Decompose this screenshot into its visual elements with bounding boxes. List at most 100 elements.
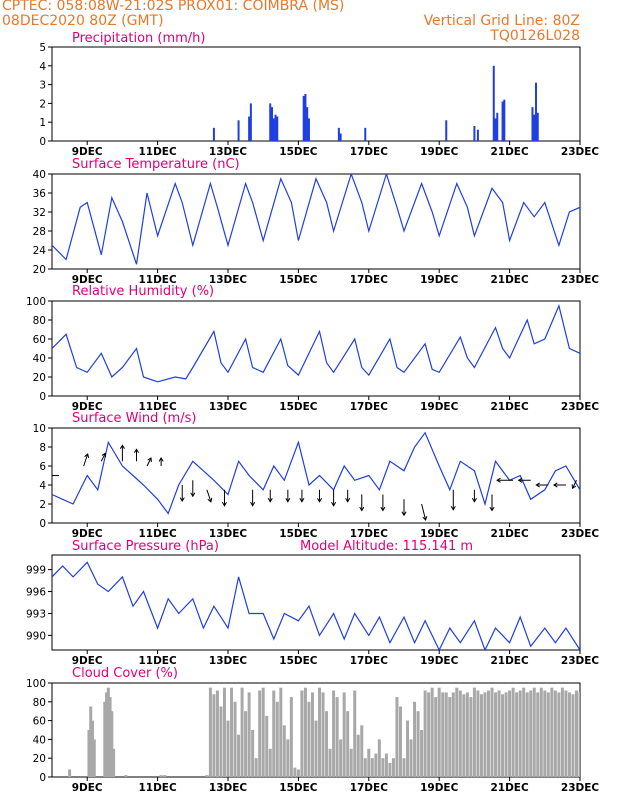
cloud-bar [441, 692, 445, 777]
wind-arrow-head [471, 498, 477, 503]
cloud-bar [518, 690, 522, 777]
temperature-y-tick-label: 24 [33, 245, 47, 257]
wind-arrow-head [571, 484, 577, 490]
cloud-bar [254, 758, 258, 777]
precipitation-bar [212, 127, 215, 141]
precipitation-bar [249, 103, 252, 141]
pressure-y-tick-label: 993 [26, 608, 46, 620]
cloud-bar [367, 748, 371, 777]
humidity-x-tick-label: 15DEC [279, 401, 318, 413]
cloud-bar [105, 692, 109, 777]
pressure-panel: 9DEC 11DEC 13DEC 15DEC 17DEC 19DEC 21DEC 23DEC 9… [26, 539, 599, 667]
cloud-bar [275, 701, 279, 777]
pressure-line [52, 561, 580, 650]
cloud-bar [293, 767, 297, 777]
cloud-x-tick-label: 21DEC [490, 782, 529, 794]
cloud-x-tick-label: 15DEC [279, 782, 318, 794]
cloud-x-tick-label: 11DEC [138, 782, 177, 794]
cloud-bar [398, 706, 402, 777]
cloud-bar [406, 720, 410, 777]
cloud-bar [272, 690, 276, 777]
precipitation-x-tick-label: 23DEC [561, 146, 600, 158]
wind-arrow-head [285, 498, 291, 503]
cloud-bar [479, 694, 483, 777]
cloud-bar [289, 697, 293, 777]
precipitation-y-tick-label: 0 [39, 136, 46, 148]
precipitation-bar [276, 116, 279, 141]
cloud-bar [339, 739, 343, 777]
pressure-x-tick-label: 21DEC [490, 655, 529, 667]
cloud-bar [423, 690, 427, 777]
temperature-x-tick-label: 11DEC [138, 274, 177, 286]
cloud-series [68, 687, 580, 777]
precipitation-bar [492, 65, 495, 141]
cloud-bar [335, 697, 339, 777]
wind-arrow [572, 480, 577, 489]
cloud-bar [529, 690, 533, 777]
humidity-x-tick-label: 9DEC [72, 401, 103, 413]
wind-arrow-head [101, 452, 107, 458]
header-left-line1: CPTEC: 058:08W-21:02S PROX01: COIMBRA (M… [2, 0, 345, 14]
cloud-bar [268, 748, 272, 777]
cloud-bar [574, 690, 578, 777]
cloud-bar [420, 730, 424, 777]
temperature-y-tick-label: 32 [33, 207, 46, 219]
humidity-title: Relative Humidity (%) [72, 284, 214, 299]
cloud-bar [321, 692, 325, 777]
temperature-x-tick-label: 15DEC [279, 274, 318, 286]
cloud-bar [388, 762, 392, 777]
cloud-bar [307, 701, 311, 777]
cloud-bar [363, 758, 367, 777]
cloud-bar [409, 739, 413, 777]
precipitation-x-tick-label: 13DEC [209, 146, 248, 158]
cloud-bar [472, 687, 476, 777]
wind-arrow-head [119, 444, 125, 449]
humidity-x-tick-label: 13DEC [209, 401, 248, 413]
precipitation-bar [307, 118, 310, 141]
precipitation-bar [237, 120, 240, 141]
precipitation-bar [269, 103, 272, 141]
cloud-bar [497, 690, 501, 777]
precipitation-bar [535, 82, 537, 141]
cloud-bar [486, 690, 490, 777]
wind-x-tick-label: 17DEC [350, 528, 389, 540]
cloud-bar [247, 692, 251, 777]
wind-arrow-head [517, 477, 523, 483]
humidity-line [52, 303, 580, 383]
pressure-x-tick-label: 9DEC [72, 655, 103, 667]
cloud-y-tick-label: 60 [33, 716, 46, 728]
humidity-y-tick-label: 60 [33, 334, 46, 346]
temperature-series [52, 174, 580, 265]
precipitation-bar [364, 127, 367, 141]
cloud-bar [240, 687, 244, 777]
cloud-x-tick-label: 19DEC [420, 782, 459, 794]
humidity-x-tick-label: 19DEC [420, 401, 459, 413]
wind-y-tick-label: 8 [39, 442, 46, 454]
wind-series [52, 431, 580, 521]
cloud-bar [543, 690, 547, 777]
precipitation-x-tick-label: 9DEC [72, 146, 103, 158]
cloud-bar [159, 775, 163, 777]
humidity-y-tick-label: 20 [33, 372, 46, 384]
wind-line [52, 431, 580, 515]
cloud-bar [504, 692, 508, 777]
wind-arrow-head [380, 506, 386, 512]
precipitation-x-tick-label: 21DEC [490, 146, 529, 158]
cloud-y-tick-label: 0 [39, 772, 46, 784]
precipitation-y-tick-label: 1 [39, 117, 46, 129]
wind-arrow-head [267, 498, 273, 503]
wind-arrow-head [147, 457, 152, 463]
temperature-panel: 9DEC 11DEC 13DEC 15DEC 17DEC 19DEC 21DEC 23DEC 2… [33, 157, 600, 286]
humidity-y-tick-label: 40 [33, 353, 46, 365]
cloud-bar [258, 690, 262, 777]
cloud-bar [261, 687, 265, 777]
pressure-x-tick-label: 17DEC [350, 655, 389, 667]
cloud-bar [90, 720, 94, 777]
precipitation-y-tick-label: 4 [39, 61, 46, 73]
wind-arrow-head [496, 477, 501, 483]
cloud-bar [108, 697, 112, 777]
cloud-bar [483, 692, 487, 777]
cloud-bar [222, 687, 226, 777]
pressure-x-tick-label: 19DEC [420, 655, 459, 667]
